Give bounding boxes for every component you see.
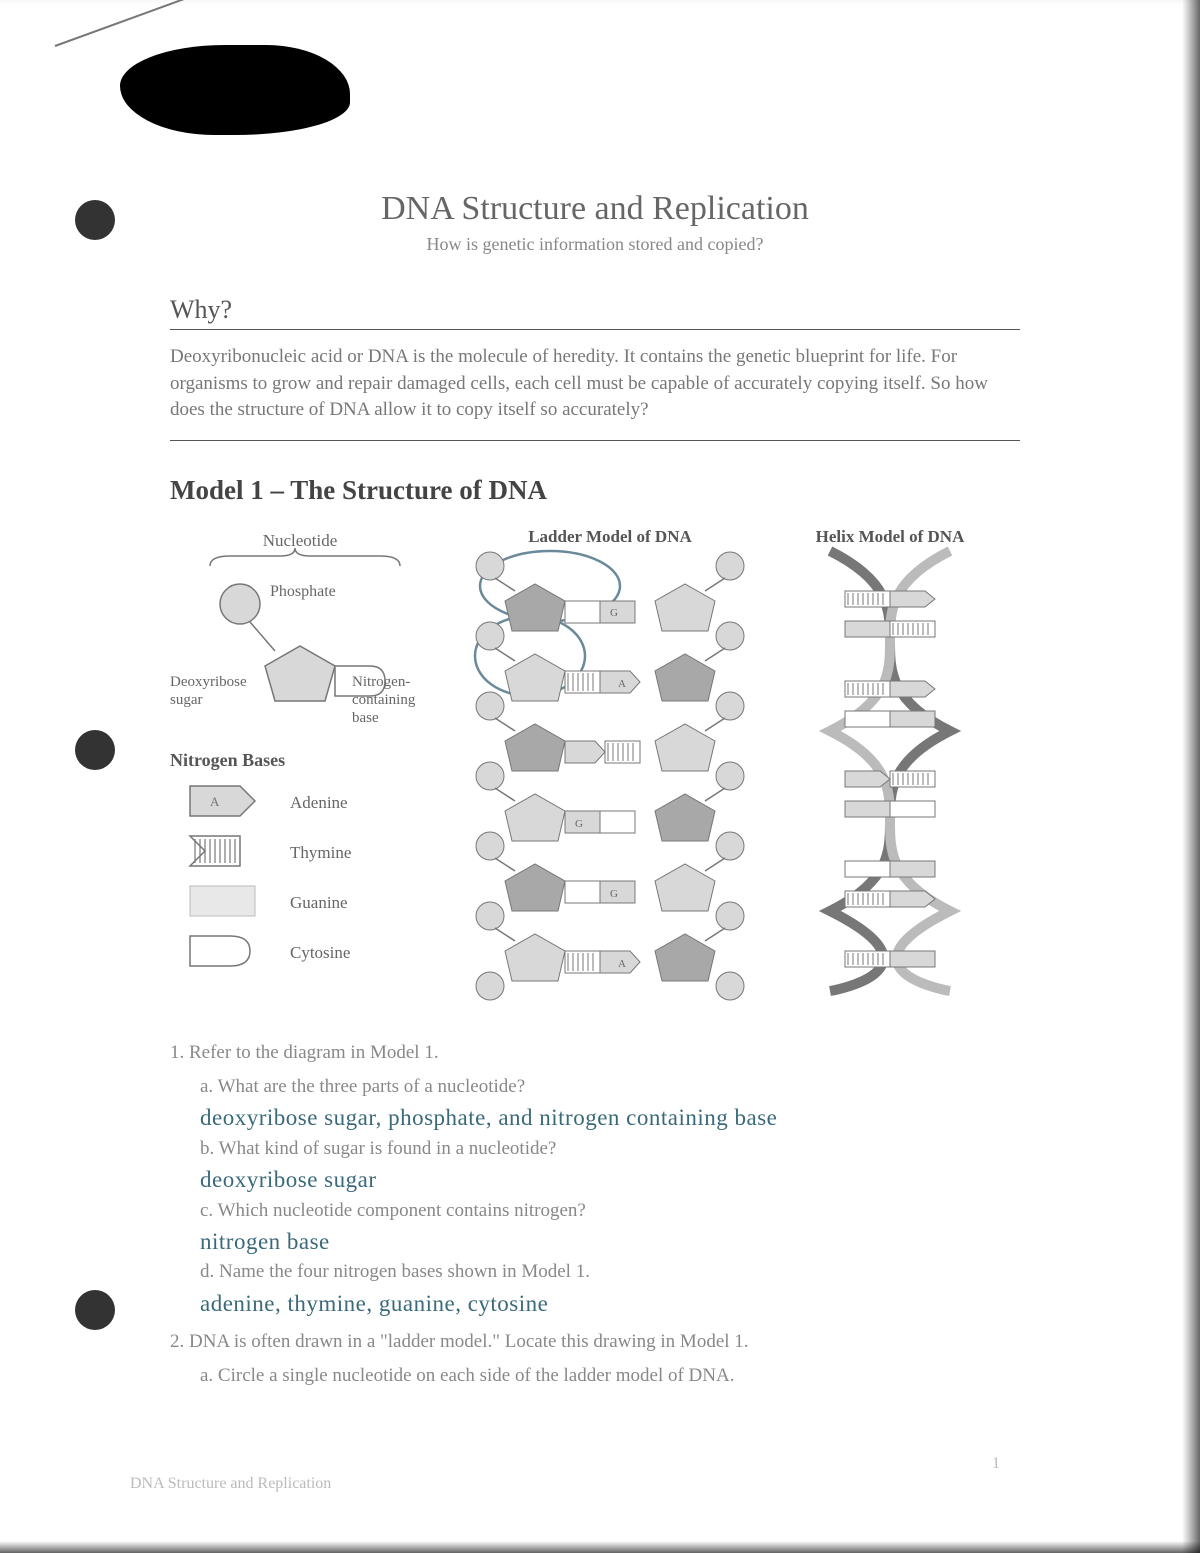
helix-svg <box>830 551 950 991</box>
nucleotide-legend: Nucleotide Phosphate Deoxyribose sugar N… <box>170 526 430 986</box>
q2: 2. DNA is often drawn in a "ladder model… <box>170 1325 1020 1359</box>
q1a: a. What are the three parts of a nucleot… <box>200 1070 1020 1104</box>
why-body: Deoxyribonucleic acid or DNA is the mole… <box>170 344 1020 441</box>
q1d: d. Name the four nitrogen bases shown in… <box>200 1255 1020 1289</box>
models-row: Nucleotide Phosphate Deoxyribose sugar N… <box>170 526 1020 1006</box>
answer-1c: nitrogen base <box>200 1228 1020 1256</box>
legend-svg: Nucleotide Phosphate Deoxyribose sugar N… <box>170 526 430 986</box>
ladder-label: Ladder Model of DNA <box>528 527 692 546</box>
q1b: b. What kind of sugar is found in a nucl… <box>200 1132 1020 1166</box>
answer-1a: deoxyribose sugar, phosphate, and nitrog… <box>200 1104 1020 1132</box>
svg-text:A: A <box>618 678 626 690</box>
base-label-3: base <box>352 710 379 726</box>
base-label-1: Nitrogen- <box>352 674 410 690</box>
why-heading: Why? <box>170 295 1020 330</box>
ladder-strands: G A <box>476 552 744 1000</box>
page-number: 1 <box>992 1455 1000 1473</box>
page-title: DNA Structure and Replication <box>170 190 1020 228</box>
base-label-2: containing <box>352 692 416 708</box>
content-area: DNA Structure and Replication How is gen… <box>170 190 1020 1393</box>
svg-text:G: G <box>610 607 618 619</box>
answer-1b: deoxyribose sugar <box>200 1166 1020 1194</box>
q1c: c. Which nucleotide component contains n… <box>200 1194 1020 1228</box>
q2a: a. Circle a single nucleotide on each si… <box>200 1359 1020 1393</box>
answer-1d: adenine, thymine, guanine, cytosine <box>200 1290 1020 1318</box>
scan-edge-right <box>1182 0 1200 1553</box>
guanine-label: Guanine <box>290 893 348 912</box>
svg-text:G: G <box>575 818 583 830</box>
punch-hole <box>75 1290 115 1330</box>
cytosine-label: Cytosine <box>290 943 350 962</box>
phosphate-icon <box>220 584 260 624</box>
svg-text:G: G <box>610 888 618 900</box>
page-corner-line <box>55 0 197 47</box>
sugar-label-2: sugar <box>170 692 203 708</box>
q1: 1. Refer to the diagram in Model 1. <box>170 1036 1020 1070</box>
guanine-icon <box>190 886 255 916</box>
name-redaction <box>130 55 340 125</box>
helix-model: Helix Model of DNA <box>790 526 990 1006</box>
ladder-model: Ladder Model of DNA <box>460 526 760 1006</box>
model1-heading: Model 1 – The Structure of DNA <box>170 475 1020 506</box>
brace <box>210 548 400 566</box>
questions: 1. Refer to the diagram in Model 1. a. W… <box>170 1036 1020 1394</box>
cytosine-icon <box>190 936 250 966</box>
phosphate-label: Phosphate <box>270 583 336 600</box>
sugar-label-1: Deoxyribose <box>170 674 247 690</box>
helix-label: Helix Model of DNA <box>816 527 965 546</box>
bases-heading: Nitrogen Bases <box>170 750 285 770</box>
punch-hole <box>75 200 115 240</box>
sugar-icon <box>265 646 335 701</box>
footer-text: DNA Structure and Replication <box>130 1475 331 1493</box>
thymine-label: Thymine <box>290 843 351 862</box>
worksheet-page: DNA Structure and Replication How is gen… <box>0 0 1200 1553</box>
svg-text:A: A <box>618 958 626 970</box>
svg-text:A: A <box>210 794 220 809</box>
adenine-label: Adenine <box>290 793 348 812</box>
scan-edge-bottom <box>0 1541 1200 1553</box>
adenine-icon <box>190 786 255 816</box>
punch-hole <box>75 730 115 770</box>
page-subtitle: How is genetic information stored and co… <box>170 234 1020 255</box>
nucleotide-label: Nucleotide <box>263 531 338 550</box>
